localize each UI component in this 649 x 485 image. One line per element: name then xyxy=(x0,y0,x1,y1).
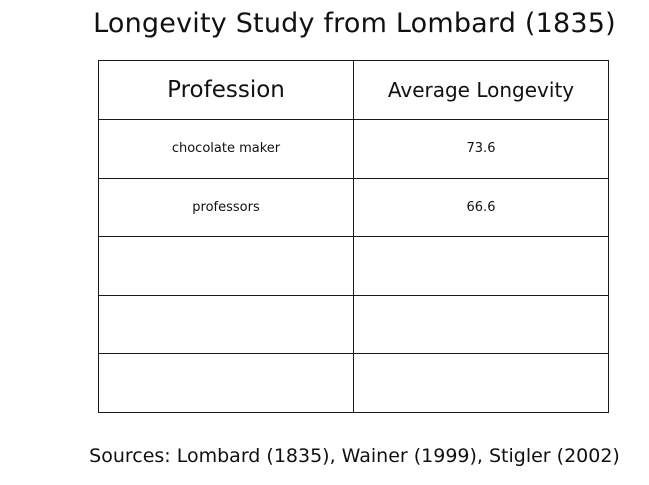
column-header-average-longevity: Average Longevity xyxy=(353,60,609,120)
profession-cell xyxy=(98,236,354,296)
table-row: professors 66.6 xyxy=(98,177,609,238)
sources-footnote: Sources: Lombard (1835), Wainer (1999), … xyxy=(89,445,620,467)
profession-cell xyxy=(98,294,354,355)
column-header-profession: Profession xyxy=(98,60,354,120)
longevity-cell: 73.6 xyxy=(353,119,609,179)
table-row: chocolate maker 73.6 xyxy=(98,119,609,179)
longevity-cell xyxy=(353,353,609,413)
table-row xyxy=(98,294,609,355)
page-title: Longevity Study from Lombard (1835) xyxy=(93,8,616,39)
longevity-cell xyxy=(353,294,609,355)
longevity-table-container: Profession Average Longevity chocolate m… xyxy=(98,60,609,413)
longevity-table: Profession Average Longevity chocolate m… xyxy=(98,60,609,413)
profession-cell: chocolate maker xyxy=(98,119,354,179)
profession-cell: professors xyxy=(98,177,354,238)
table-row xyxy=(98,353,609,413)
table-header-row: Profession Average Longevity xyxy=(98,60,609,120)
longevity-cell xyxy=(353,236,609,296)
table-row xyxy=(98,236,609,296)
profession-cell xyxy=(98,353,354,413)
longevity-cell: 66.6 xyxy=(353,177,609,238)
